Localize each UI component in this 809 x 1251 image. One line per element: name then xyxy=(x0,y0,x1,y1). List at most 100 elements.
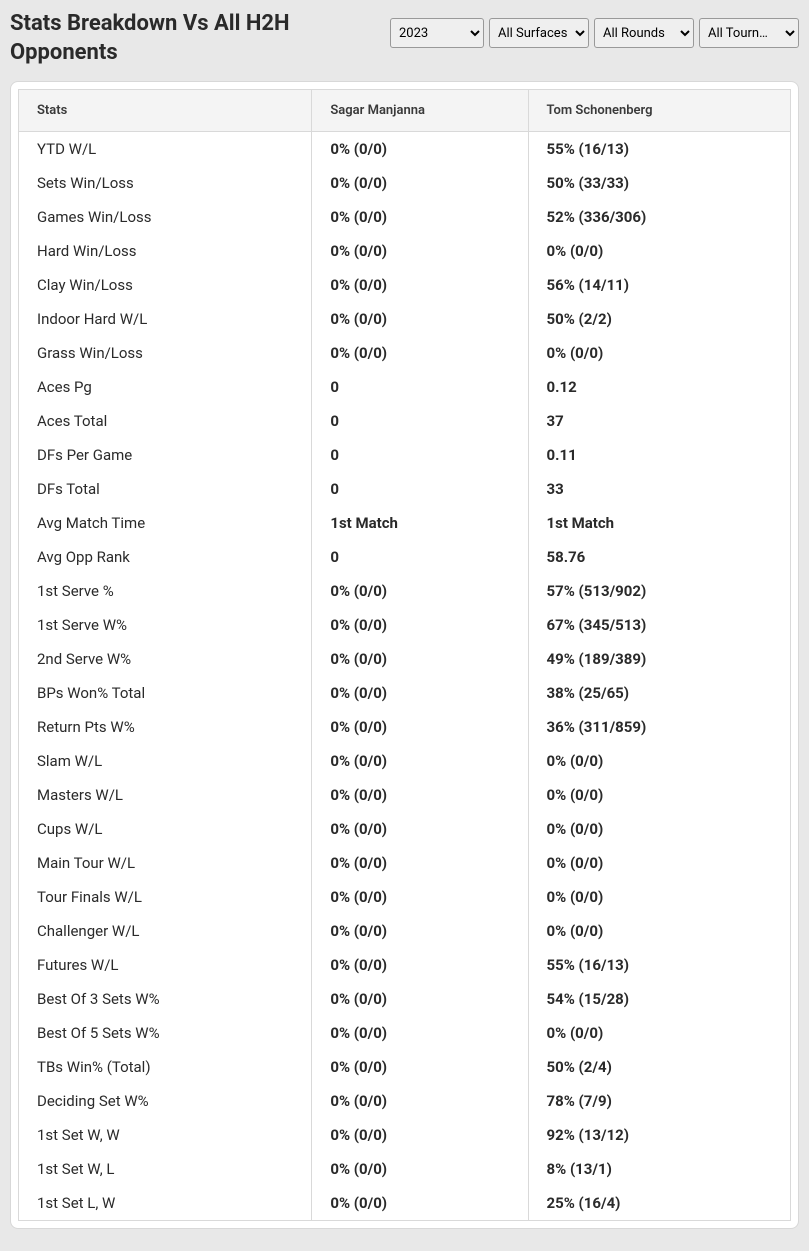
table-row: Clay Win/Loss0% (0/0)56% (14/11) xyxy=(19,268,791,302)
player2-value: 54% (15/28) xyxy=(528,982,790,1016)
table-row: Indoor Hard W/L0% (0/0)50% (2/2) xyxy=(19,302,791,336)
stat-name: Tour Finals W/L xyxy=(19,880,312,914)
stat-name: 1st Serve % xyxy=(19,574,312,608)
stat-name: Masters W/L xyxy=(19,778,312,812)
player2-value: 50% (33/33) xyxy=(528,166,790,200)
player1-value: 0% (0/0) xyxy=(312,200,528,234)
stats-table-wrap: Stats Sagar Manjanna Tom Schonenberg YTD… xyxy=(10,81,799,1229)
table-row: Avg Opp Rank058.76 xyxy=(19,540,791,574)
stat-name: Sets Win/Loss xyxy=(19,166,312,200)
table-row: YTD W/L0% (0/0)55% (16/13) xyxy=(19,132,791,167)
player1-value: 0% (0/0) xyxy=(312,710,528,744)
stat-name: Main Tour W/L xyxy=(19,846,312,880)
table-row: Grass Win/Loss0% (0/0)0% (0/0) xyxy=(19,336,791,370)
stat-name: Indoor Hard W/L xyxy=(19,302,312,336)
player2-value: 78% (7/9) xyxy=(528,1084,790,1118)
surface-select[interactable]: All Surfaces xyxy=(489,18,589,48)
col-header-player1: Sagar Manjanna xyxy=(312,90,528,132)
stat-name: Challenger W/L xyxy=(19,914,312,948)
player2-value: 1st Match xyxy=(528,506,790,540)
stat-name: BPs Won% Total xyxy=(19,676,312,710)
page-title: Stats Breakdown Vs All H2H Opponents xyxy=(10,10,380,67)
player2-value: 0% (0/0) xyxy=(528,744,790,778)
player1-value: 0% (0/0) xyxy=(312,1118,528,1152)
stat-name: Games Win/Loss xyxy=(19,200,312,234)
player1-value: 0% (0/0) xyxy=(312,302,528,336)
player2-value: 56% (14/11) xyxy=(528,268,790,302)
stat-name: 1st Serve W% xyxy=(19,608,312,642)
table-row: Main Tour W/L0% (0/0)0% (0/0) xyxy=(19,846,791,880)
player1-value: 0% (0/0) xyxy=(312,1152,528,1186)
table-row: Return Pts W%0% (0/0)36% (311/859) xyxy=(19,710,791,744)
player1-value: 0% (0/0) xyxy=(312,608,528,642)
player2-value: 0.12 xyxy=(528,370,790,404)
table-row: 1st Set W, L0% (0/0)8% (13/1) xyxy=(19,1152,791,1186)
table-row: DFs Total033 xyxy=(19,472,791,506)
stat-name: Return Pts W% xyxy=(19,710,312,744)
player1-value: 0% (0/0) xyxy=(312,574,528,608)
player1-value: 1st Match xyxy=(312,506,528,540)
player2-value: 0% (0/0) xyxy=(528,880,790,914)
table-row: Hard Win/Loss0% (0/0)0% (0/0) xyxy=(19,234,791,268)
player2-value: 37 xyxy=(528,404,790,438)
player2-value: 38% (25/65) xyxy=(528,676,790,710)
tournament-select[interactable]: All Tourn… xyxy=(699,18,799,48)
player1-value: 0% (0/0) xyxy=(312,880,528,914)
table-row: Sets Win/Loss0% (0/0)50% (33/33) xyxy=(19,166,791,200)
stat-name: 1st Set W, L xyxy=(19,1152,312,1186)
table-row: Best Of 3 Sets W%0% (0/0)54% (15/28) xyxy=(19,982,791,1016)
player1-value: 0% (0/0) xyxy=(312,914,528,948)
player1-value: 0% (0/0) xyxy=(312,982,528,1016)
stat-name: 1st Set L, W xyxy=(19,1186,312,1221)
col-header-stats: Stats xyxy=(19,90,312,132)
table-row: Best Of 5 Sets W%0% (0/0)0% (0/0) xyxy=(19,1016,791,1050)
player1-value: 0 xyxy=(312,370,528,404)
player2-value: 0% (0/0) xyxy=(528,846,790,880)
player1-value: 0% (0/0) xyxy=(312,166,528,200)
player1-value: 0% (0/0) xyxy=(312,1050,528,1084)
player2-value: 67% (345/513) xyxy=(528,608,790,642)
player1-value: 0 xyxy=(312,540,528,574)
player2-value: 49% (189/389) xyxy=(528,642,790,676)
player2-value: 33 xyxy=(528,472,790,506)
player2-value: 55% (16/13) xyxy=(528,948,790,982)
player1-value: 0% (0/0) xyxy=(312,812,528,846)
player2-value: 36% (311/859) xyxy=(528,710,790,744)
player2-value: 0% (0/0) xyxy=(528,914,790,948)
player1-value: 0% (0/0) xyxy=(312,948,528,982)
stat-name: Deciding Set W% xyxy=(19,1084,312,1118)
stat-name: Clay Win/Loss xyxy=(19,268,312,302)
table-row: Tour Finals W/L0% (0/0)0% (0/0) xyxy=(19,880,791,914)
player2-value: 50% (2/2) xyxy=(528,302,790,336)
table-row: Slam W/L0% (0/0)0% (0/0) xyxy=(19,744,791,778)
player2-value: 58.76 xyxy=(528,540,790,574)
stat-name: DFs Per Game xyxy=(19,438,312,472)
filter-bar: 2023 All Surfaces All Rounds All Tourn… xyxy=(390,18,799,48)
stat-name: Slam W/L xyxy=(19,744,312,778)
table-row: BPs Won% Total0% (0/0)38% (25/65) xyxy=(19,676,791,710)
table-row: Masters W/L0% (0/0)0% (0/0) xyxy=(19,778,791,812)
table-row: 2nd Serve W%0% (0/0)49% (189/389) xyxy=(19,642,791,676)
player1-value: 0 xyxy=(312,404,528,438)
player2-value: 52% (336/306) xyxy=(528,200,790,234)
table-row: 1st Serve %0% (0/0)57% (513/902) xyxy=(19,574,791,608)
player2-value: 0% (0/0) xyxy=(528,1016,790,1050)
player2-value: 0.11 xyxy=(528,438,790,472)
player1-value: 0% (0/0) xyxy=(312,268,528,302)
stat-name: Avg Match Time xyxy=(19,506,312,540)
year-select[interactable]: 2023 xyxy=(390,18,484,48)
player2-value: 0% (0/0) xyxy=(528,336,790,370)
player1-value: 0% (0/0) xyxy=(312,132,528,167)
stat-name: Best Of 5 Sets W% xyxy=(19,1016,312,1050)
table-row: Deciding Set W%0% (0/0)78% (7/9) xyxy=(19,1084,791,1118)
player2-value: 25% (16/4) xyxy=(528,1186,790,1221)
table-row: TBs Win% (Total)0% (0/0)50% (2/4) xyxy=(19,1050,791,1084)
player1-value: 0 xyxy=(312,438,528,472)
player1-value: 0% (0/0) xyxy=(312,744,528,778)
player2-value: 0% (0/0) xyxy=(528,234,790,268)
stats-table: Stats Sagar Manjanna Tom Schonenberg YTD… xyxy=(18,89,791,1221)
stat-name: 2nd Serve W% xyxy=(19,642,312,676)
round-select[interactable]: All Rounds xyxy=(594,18,694,48)
stat-name: DFs Total xyxy=(19,472,312,506)
stat-name: Avg Opp Rank xyxy=(19,540,312,574)
